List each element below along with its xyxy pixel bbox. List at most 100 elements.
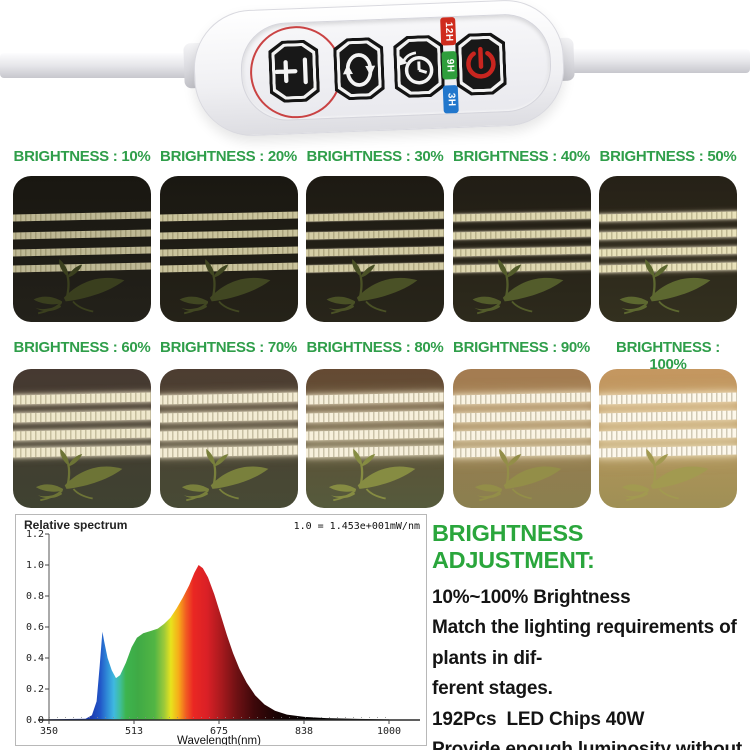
timer-tag-3h: 3H [442,84,459,114]
y-tick-label: 0.4 [26,653,44,664]
timer-clock-icon [393,35,445,99]
led-strip [599,210,737,222]
plant-silhouette [325,258,419,315]
plant-silhouette [32,258,126,315]
led-strip [159,392,298,405]
brightness-tile-100 [599,369,737,508]
x-axis-label: Wavelength(nm) [177,735,261,745]
brightness-tile-70 [159,369,298,508]
info-block: BRIGHTNESS ADJUSTMENT: 10%~100% Brightne… [432,520,744,750]
brightness-label: BRIGHTNESS : 80% [306,339,444,356]
y-tick-label: 1.2 [26,529,44,540]
led-strip [159,229,298,240]
led-strip [13,210,151,222]
y-tick-label: 1.0 [26,560,44,571]
timer-tag-9h: 9H [441,51,458,80]
brightness-tiles-row-2 [0,369,750,508]
led-strip [159,210,298,222]
y-tick-label: 0.6 [26,622,44,633]
brightness-tile-80 [306,369,444,508]
plant-silhouette [620,447,710,502]
brightness-tile-30 [306,176,444,322]
led-strip [452,229,591,240]
brightness-label: BRIGHTNESS : 100% [616,339,720,373]
led-strip [306,210,444,222]
plant-silhouette [474,447,563,502]
brightness-tile-50 [599,176,737,322]
power-cable-right [568,49,750,73]
led-strip [452,410,591,423]
led-strip [452,428,591,441]
chart-annotation: 1.0 = 1.453e+001mW/nm [293,521,420,532]
power-cable-left [0,53,200,78]
led-strip [599,392,737,405]
brightness-tile-10 [13,176,151,322]
x-tick-label: 838 [295,726,313,737]
info-line: 192Pcs LED Chips 40W [432,708,645,730]
cycle-mode-icon [333,37,385,101]
plant-silhouette [327,447,417,502]
led-strip [306,428,444,441]
led-strip [13,392,151,405]
led-strip [306,392,444,405]
plant-silhouette [178,258,272,315]
timer-button[interactable] [393,35,445,99]
brightness-label: BRIGHTNESS : 40% [453,148,590,165]
led-strip [13,229,151,240]
brightness-tile-90 [452,369,591,508]
brightness-label: BRIGHTNESS : 70% [160,339,297,356]
x-tick-label: 675 [210,726,228,737]
plant-silhouette [618,258,712,315]
power-icon [455,32,507,96]
spectrum-curve [49,565,389,720]
y-tick-label: 0.2 [26,684,44,695]
brightness-label: BRIGHTNESS : 10% [13,148,151,165]
brightness-label: BRIGHTNESS : 60% [13,339,151,356]
chart-title: Relative spectrum [24,518,128,532]
brightness-label: BRIGHTNESS : 20% [160,148,297,165]
brightness-label: BRIGHTNESS : 90% [453,339,590,356]
led-strip [452,210,591,222]
cycle-mode-button[interactable] [333,37,385,101]
remote-body: 12H 9H 3H [191,0,567,139]
brightness-labels-row-2: BRIGHTNESS : 60% BRIGHTNESS : 70% BRIGHT… [0,339,750,373]
brightness-tile-20 [159,176,298,322]
y-tick-label: 0.0 [26,715,44,726]
led-strip [306,229,444,240]
brightness-tile-40 [452,176,591,322]
led-strip [599,229,737,240]
plant-silhouette [471,258,565,315]
spectrum-chart: 1.2 1.0 0.8 0.6 0.4 0.2 0.0 350 513 675 … [15,514,427,746]
led-strip [599,428,737,441]
info-title: BRIGHTNESS ADJUSTMENT: [432,520,595,573]
led-strip [159,410,298,423]
power-button[interactable] [455,32,507,96]
y-tick-label: 0.8 [26,591,44,602]
plant-silhouette [34,447,124,502]
timer-tag-label: 3H [444,92,457,107]
info-line: Match the lighting requirements of plant… [432,617,742,669]
led-strip [452,392,591,405]
info-line: ferent stages. [432,678,553,700]
brightness-labels-row-1: BRIGHTNESS : 10% BRIGHTNESS : 20% BRIGHT… [0,148,750,165]
led-strip [13,410,151,423]
spectrum-plot: 1.2 1.0 0.8 0.6 0.4 0.2 0.0 350 513 675 … [26,529,420,745]
timer-tag-12h: 12H [440,17,457,46]
brightness-tile-60 [13,369,151,508]
brightness-dim-button[interactable] [268,39,320,103]
led-strip [599,410,737,423]
brightness-tiles-row-1 [0,176,750,322]
led-strip [306,410,444,423]
led-strip [159,428,298,441]
led-strip [13,428,151,441]
x-tick-label: 1000 [377,726,401,737]
brightness-label: BRIGHTNESS : 50% [599,148,737,165]
plant-silhouette [181,447,270,502]
x-tick-label: 513 [125,726,143,737]
info-line: 10%~100% Brightness [432,587,631,608]
timer-tag-label: 9H [443,58,456,73]
info-line: Provide enough luminosity without worryi… [432,739,743,750]
timer-tag-label: 12H [442,21,455,42]
x-tick-label: 350 [40,726,58,737]
